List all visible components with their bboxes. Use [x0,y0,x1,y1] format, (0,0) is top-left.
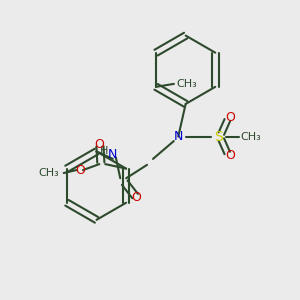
Text: O: O [132,191,142,204]
Text: O: O [94,138,104,151]
Text: O: O [225,111,235,124]
Text: CH₃: CH₃ [38,168,59,178]
Text: H: H [100,146,108,157]
Text: N: N [173,130,183,143]
Text: O: O [75,164,85,177]
Text: S: S [214,130,223,144]
Text: CH₃: CH₃ [241,132,261,142]
Text: N: N [108,148,118,161]
Text: O: O [225,149,235,162]
Text: CH₃: CH₃ [177,79,198,89]
